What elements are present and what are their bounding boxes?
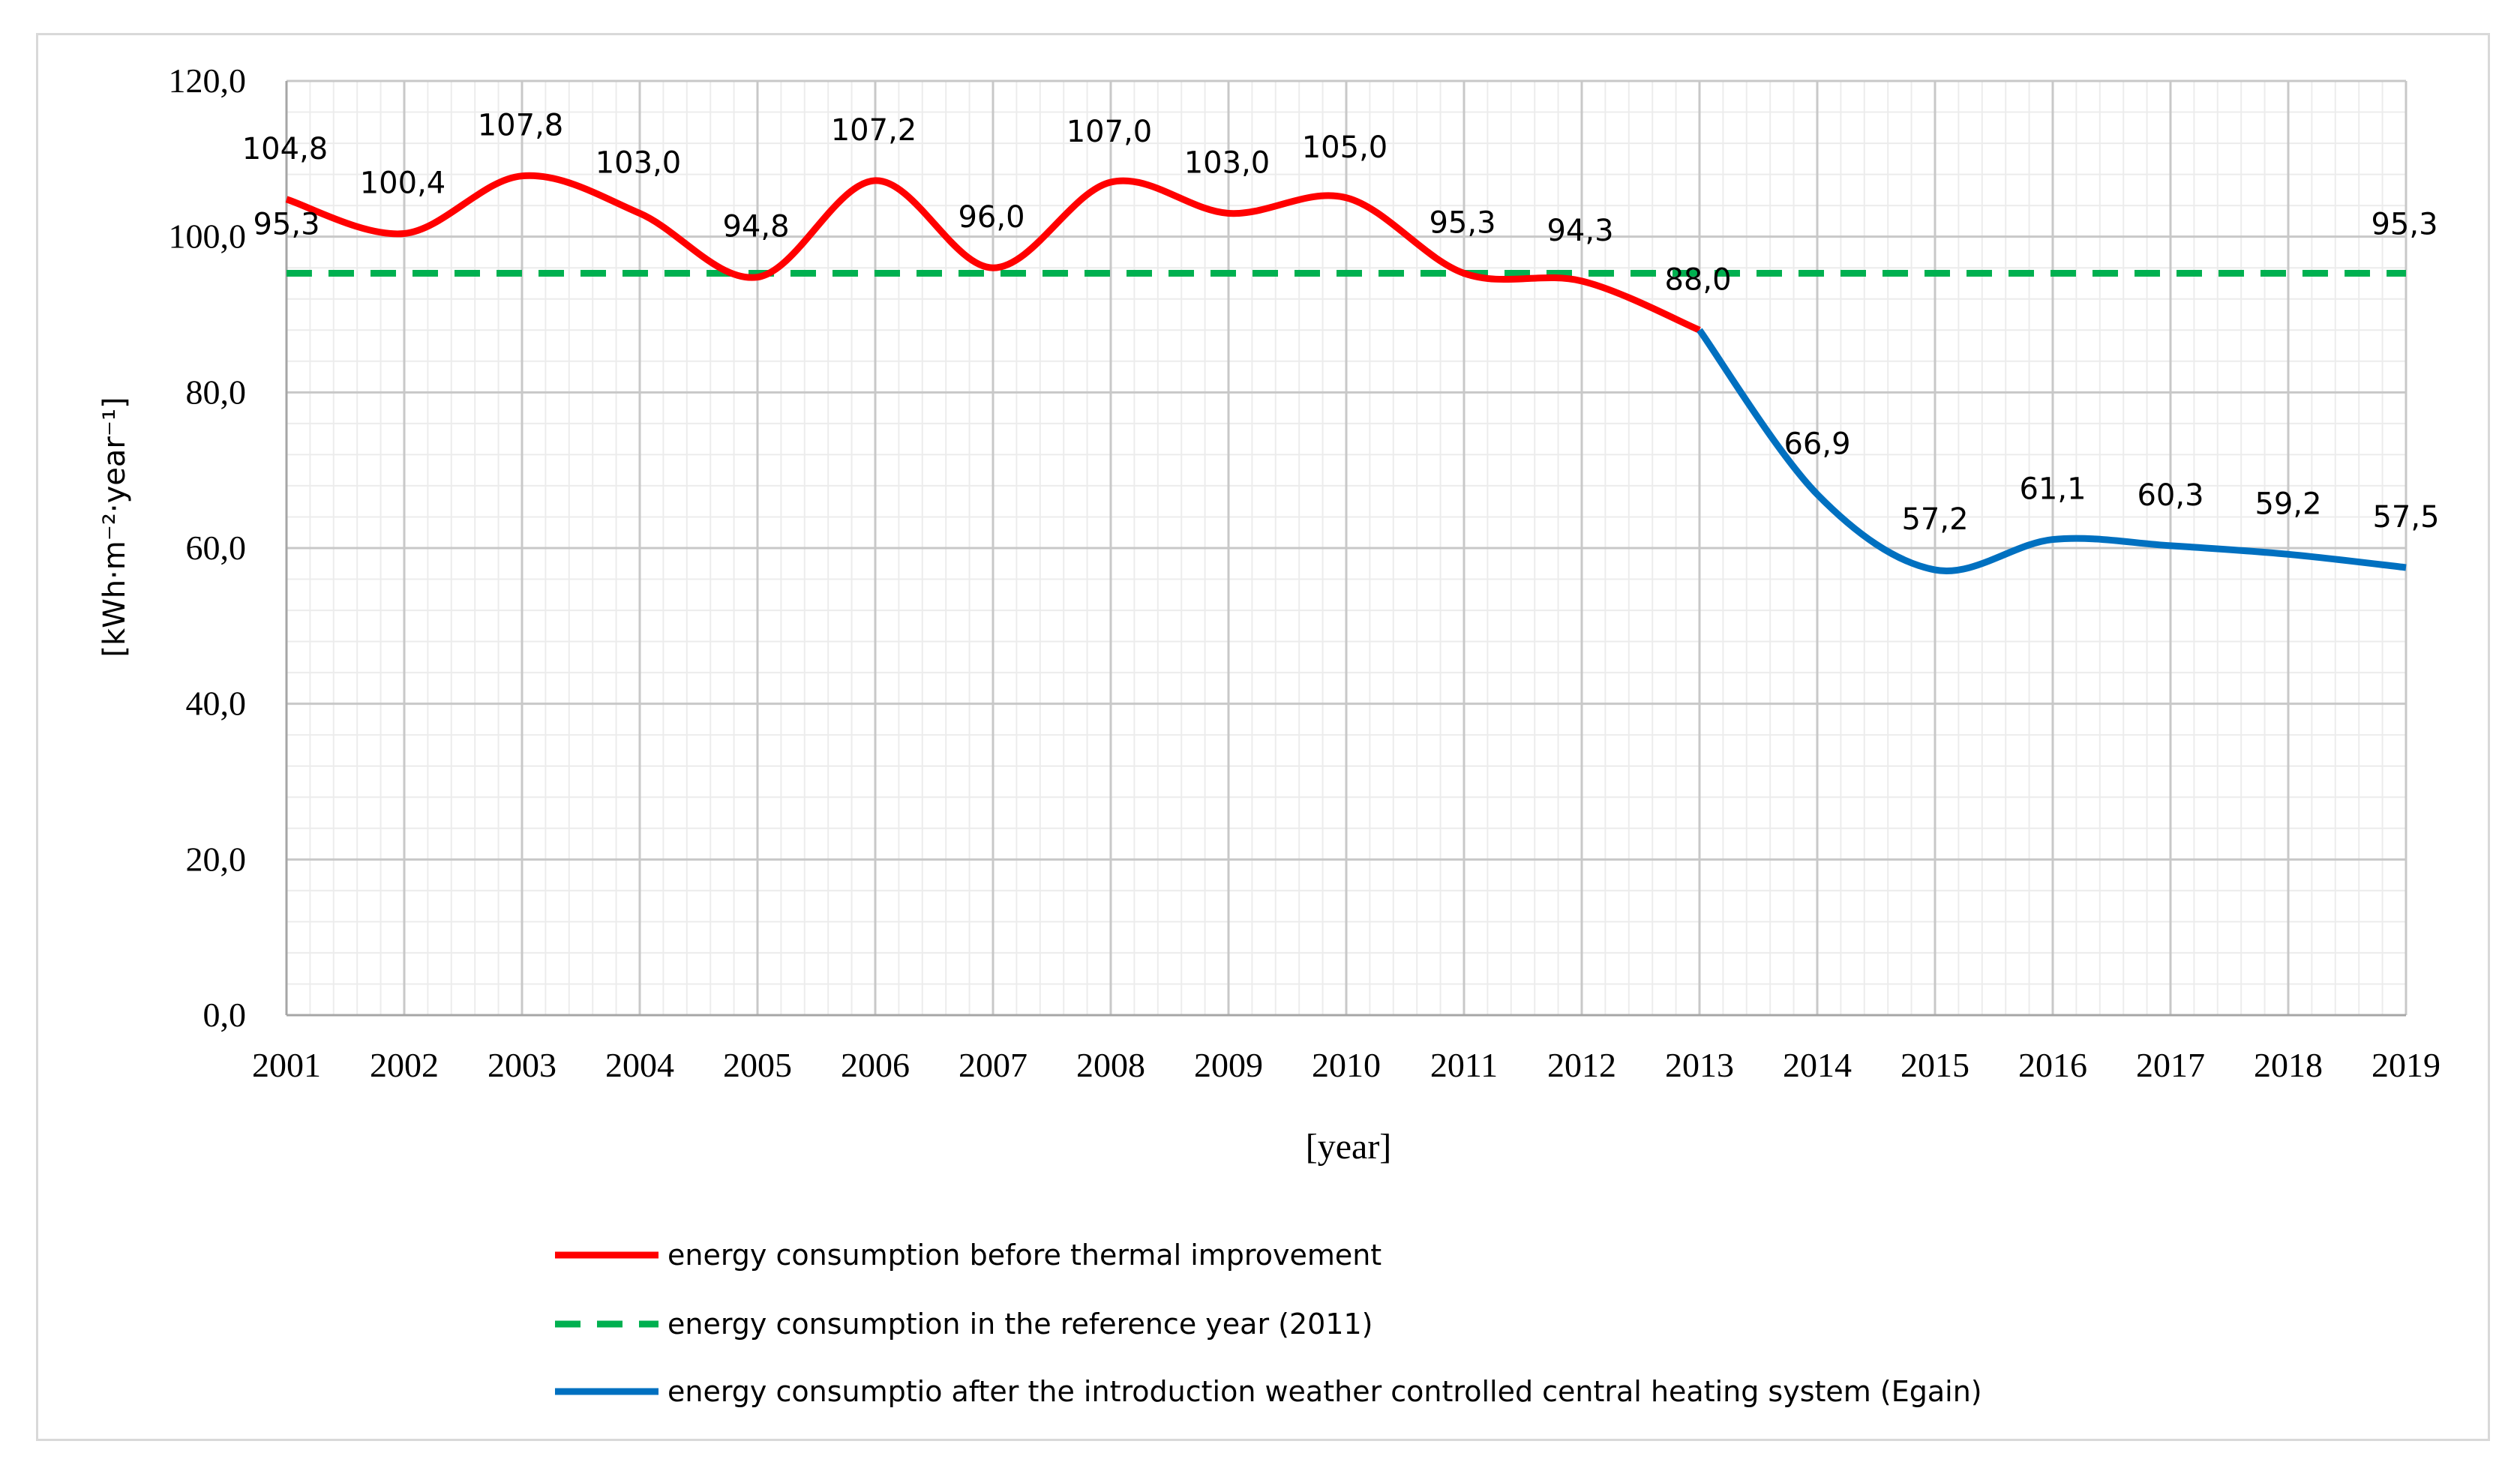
x-tick-label: 2007 [958,1046,1028,1084]
data-label: 103,0 [1184,146,1270,181]
data-label: 107,2 [831,113,917,148]
y-tick-label: 80,0 [186,373,247,411]
legend-label-reference: energy consumption in the reference year… [668,1308,1373,1341]
y-tick-label: 0,0 [203,996,247,1034]
data-label: 95,3 [253,207,320,241]
x-tick-label: 2012 [1547,1046,1616,1084]
data-label: 61,1 [2019,472,2086,507]
data-label: 66,9 [1784,427,1850,461]
y-tick-label: 120,0 [169,61,247,100]
data-label: 95,3 [2371,207,2438,241]
legend-item-egain: energy consumptio after the introduction… [555,1375,1982,1408]
y-tick-label: 40,0 [186,685,247,723]
data-label: 96,0 [958,200,1024,235]
x-tick-label: 2009 [1194,1046,1263,1084]
x-tick-label: 2002 [370,1046,439,1084]
data-labels: 95,3 95,3 104,8 100,4 107,8 103,0 94,8 107,2 96,… [242,109,2440,537]
legend: energy consumption before thermal improv… [555,1239,1982,1408]
x-tick-label: 2016 [2018,1046,2087,1084]
data-label: 94,8 [722,210,789,244]
data-label: 57,2 [1901,502,1968,537]
x-tick-label: 2011 [1430,1046,1498,1084]
legend-item-reference: energy consumption in the reference year… [555,1308,1373,1341]
x-tick-label: 2004 [605,1046,674,1084]
y-tick-label: 60,0 [186,529,247,567]
data-label: 94,3 [1546,214,1613,248]
x-tick-label: 2010 [1312,1046,1381,1084]
data-label: 104,8 [242,132,328,166]
x-tick-label: 2008 [1076,1046,1145,1084]
data-label: 105,0 [1302,130,1388,165]
x-tick-label: 2018 [2254,1046,2323,1084]
data-label: 95,3 [1429,205,1496,240]
series-line-0 [285,172,1701,334]
data-label: 100,4 [360,166,446,201]
legend-label-before: energy consumption before thermal improv… [668,1239,1382,1272]
x-tick-label: 2013 [1665,1046,1734,1084]
data-label: 103,0 [596,146,682,181]
data-label: 107,8 [478,109,564,143]
axes [285,81,2406,1017]
data-label: 59,2 [2254,487,2321,521]
x-tick-label: 2003 [488,1046,556,1084]
series-layer [285,172,2407,574]
tick-labels: 0,0 20,0 40,0 60,0 80,0 100,0 120,0 2001 2002 200… [169,61,2441,1084]
legend-label-egain: energy consumptio after the introduction… [668,1375,1982,1408]
x-tick-label: 2015 [1900,1046,1970,1084]
y-axis-title: [kWh·m⁻²·year⁻¹] [98,397,132,657]
x-tick-label: 2001 [252,1046,321,1084]
data-label: 107,0 [1066,115,1153,149]
x-tick-label: 2017 [2136,1046,2205,1084]
x-tick-label: 2019 [2372,1046,2440,1084]
data-label: 57,5 [2372,500,2439,535]
x-tick-label: 2005 [723,1046,792,1084]
series-line-2 [1696,328,2407,574]
major-grid [286,79,2408,1015]
x-axis-title: [year] [1306,1127,1392,1167]
legend-item-before: energy consumption before thermal improv… [555,1239,1382,1272]
x-tick-label: 2006 [841,1046,910,1084]
y-tick-label: 20,0 [186,840,247,878]
data-label: 88,0 [1664,262,1731,297]
data-label: 60,3 [2137,478,2204,513]
x-tick-label: 2014 [1783,1046,1852,1084]
y-tick-label: 100,0 [169,217,247,256]
